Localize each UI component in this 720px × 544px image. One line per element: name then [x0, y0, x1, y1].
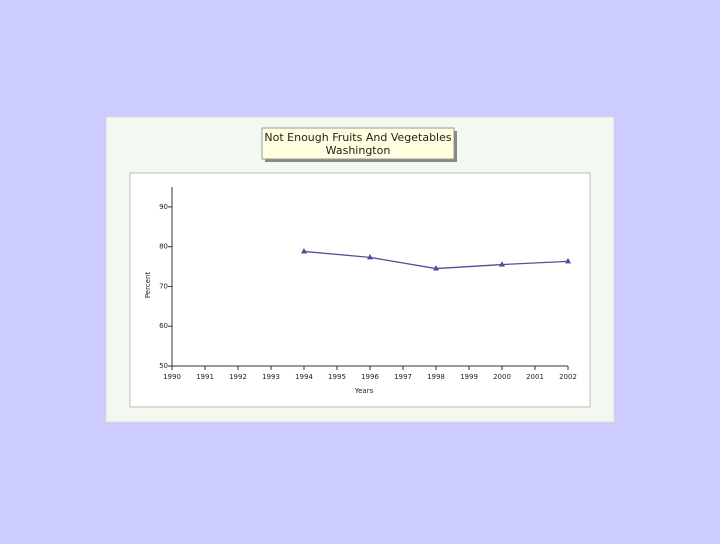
plot-area [129, 172, 591, 408]
x-tick-label: 2000 [493, 373, 511, 381]
y-axis-label: Percent [144, 272, 152, 299]
x-tick-label: 1990 [163, 373, 181, 381]
x-tick-label: 1996 [361, 373, 379, 381]
y-tick-label: 50 [159, 362, 168, 370]
y-tick-label: 90 [159, 203, 168, 211]
x-tick-label: 2002 [559, 373, 577, 381]
chart-subtitle: Washington [326, 144, 391, 157]
y-tick-label: 80 [159, 243, 168, 251]
x-tick-label: 2001 [526, 373, 544, 381]
x-tick-label: 1993 [262, 373, 280, 381]
chart-title: Not Enough Fruits And Vegetables [264, 131, 451, 144]
x-tick-label: 1994 [295, 373, 313, 381]
x-tick-label: 1999 [460, 373, 478, 381]
x-tick-label: 1995 [328, 373, 346, 381]
title-box [261, 127, 455, 160]
y-tick-label: 70 [159, 282, 168, 290]
data-point [433, 265, 439, 271]
x-tick-label: 1992 [229, 373, 247, 381]
data-point [301, 247, 307, 254]
data-point [499, 261, 505, 267]
x-axis-label: Years [354, 387, 374, 395]
y-tick-label: 60 [159, 322, 168, 330]
data-point [367, 253, 373, 260]
x-tick-label: 1998 [427, 373, 445, 381]
x-tick-label: 1997 [394, 373, 412, 381]
x-tick-label: 1991 [196, 373, 214, 381]
data-point [565, 257, 571, 264]
